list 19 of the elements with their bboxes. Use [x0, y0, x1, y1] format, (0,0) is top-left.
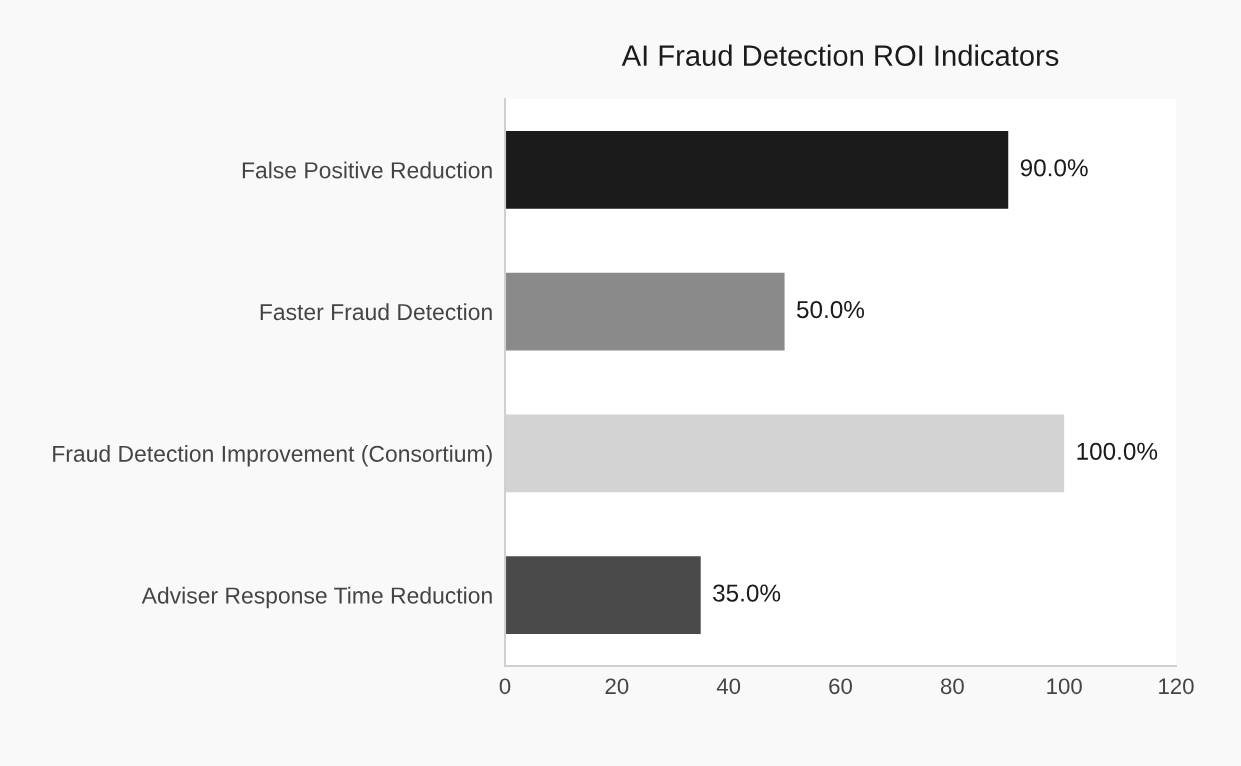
y-tick-label: Adviser Response Time Reduction	[141, 586, 492, 609]
y-tick-label: False Positive Reduction	[242, 161, 492, 179]
x-tick-label: 100	[1047, 678, 1082, 695]
data-label: 35.0%	[713, 584, 781, 602]
bar	[505, 272, 785, 351]
bar	[505, 130, 1009, 209]
bar	[505, 556, 701, 635]
x-tick-label: 40	[716, 678, 741, 695]
x-tick-label: 60	[829, 678, 852, 695]
x-tick-label: 20	[605, 678, 629, 695]
data-label: 50.0%	[796, 300, 865, 319]
y-tick-label: Fraud Detection Improvement (Consortium)	[53, 445, 492, 467]
chart-title: AI Fraud Detection ROI Indicators	[621, 44, 1059, 66]
data-label: 100.0%	[1077, 442, 1158, 460]
x-tick-label: 80	[940, 678, 964, 695]
x-tick-label: 0	[499, 678, 511, 695]
x-tick-label: 120	[1159, 678, 1194, 695]
y-tick-label: Faster Fraud Detection	[260, 303, 492, 321]
data-label: 90.0%	[1020, 159, 1088, 177]
